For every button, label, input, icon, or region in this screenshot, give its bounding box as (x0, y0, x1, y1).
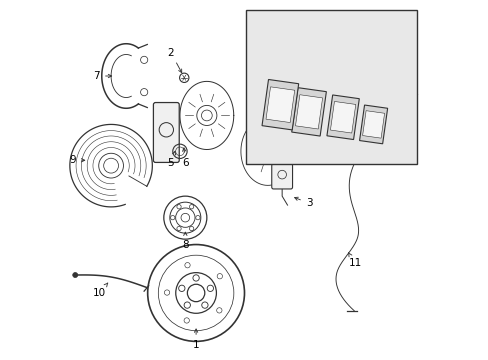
Polygon shape (359, 105, 387, 144)
Polygon shape (326, 95, 359, 140)
Text: 3: 3 (294, 197, 312, 208)
Text: 11: 11 (347, 253, 361, 268)
Polygon shape (295, 95, 322, 129)
Text: 5: 5 (167, 151, 175, 168)
Text: 1: 1 (192, 329, 199, 350)
Polygon shape (262, 80, 298, 130)
Text: 2: 2 (167, 48, 182, 73)
Text: 8: 8 (182, 232, 188, 249)
Text: 10: 10 (93, 283, 107, 298)
Text: 6: 6 (182, 148, 188, 168)
Text: 4: 4 (405, 89, 417, 99)
Text: 9: 9 (70, 155, 84, 165)
FancyBboxPatch shape (153, 103, 179, 162)
Polygon shape (291, 88, 325, 136)
Polygon shape (362, 111, 384, 138)
Polygon shape (265, 87, 294, 122)
Bar (246, 10, 416, 164)
Circle shape (73, 273, 78, 278)
FancyBboxPatch shape (271, 164, 292, 189)
Text: 7: 7 (93, 71, 111, 81)
Polygon shape (330, 102, 355, 133)
